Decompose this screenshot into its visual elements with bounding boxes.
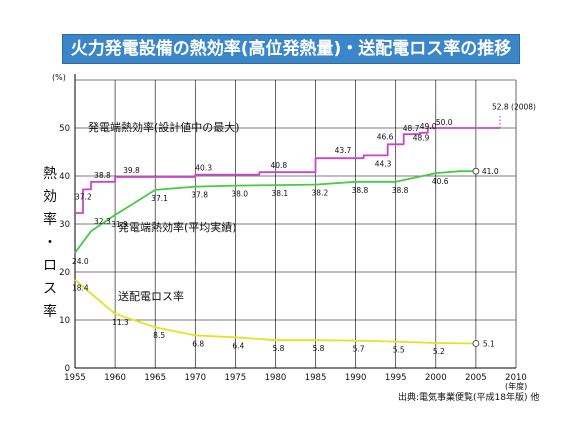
y-tick-label: 20 xyxy=(59,268,70,278)
data-label-design: 39.8 xyxy=(123,166,140,175)
data-label-design: 37.2 xyxy=(75,192,92,201)
y-axis-label-char: 効 xyxy=(43,189,57,205)
y-axis-label-char: ス xyxy=(43,281,57,297)
series-line-design xyxy=(75,127,500,214)
y-axis-label-char: 熱 xyxy=(43,166,57,182)
series-name-actual: 発電端熱効率(平均実績) xyxy=(118,220,237,234)
y-tick-label: 30 xyxy=(59,220,70,230)
data-label-design: 43.7 xyxy=(335,146,352,155)
data-labels: 37.2 32.3 38.8 39.8 40.3 40.8 43.7 44.3 46.6 48.7… xyxy=(72,103,536,356)
data-label-actual: 38.0 xyxy=(231,190,248,199)
series-name-design: 発電端熱効率(設計値中の最大) xyxy=(88,120,240,134)
data-label-actual: 38.1 xyxy=(271,189,288,198)
data-label-actual: 24.0 xyxy=(72,257,89,266)
x-tick-label: 1960 xyxy=(104,373,126,383)
data-label-loss: 6.4 xyxy=(232,341,244,350)
data-label-actual: 38.8 xyxy=(392,186,409,195)
data-label-design: 46.6 xyxy=(377,132,394,141)
series-line-actual xyxy=(74,170,476,254)
series-name-loss: 送配電ロス率 xyxy=(118,289,184,303)
data-label-design: 32.3 xyxy=(94,217,111,226)
end-marker-actual xyxy=(472,167,480,175)
y-axis-label-char: ロ xyxy=(43,258,57,274)
data-label-design: 44.3 xyxy=(375,159,392,168)
y-tick-label: 50 xyxy=(59,124,70,134)
data-label-design: 40.3 xyxy=(195,164,212,173)
x-tick-label: 1980 xyxy=(265,373,287,383)
source-note: 出典:電気事業便覧(平成18年版) 他 xyxy=(398,393,540,403)
data-label-loss: 18.4 xyxy=(72,284,89,293)
end-marker-loss xyxy=(472,340,480,347)
data-label-design: 48.9 xyxy=(413,133,430,142)
data-label-actual: 40.6 xyxy=(432,177,449,186)
y-tick-label: 0 xyxy=(65,364,70,374)
data-label-loss: 11.3 xyxy=(112,318,129,327)
x-tick-label: 1955 xyxy=(64,373,86,383)
data-label-actual: 37.1 xyxy=(151,194,168,203)
axes: 1955 1960 1965 1970 1975 1980 1985 1990 1995 2000… xyxy=(43,73,527,391)
y-unit-label: (%) xyxy=(52,73,66,82)
data-label-loss: 5.5 xyxy=(393,346,405,355)
data-label-design: 40.8 xyxy=(270,161,287,170)
data-label-actual: 37.8 xyxy=(191,191,208,200)
x-tick-label: 1985 xyxy=(305,373,327,383)
data-label-loss: 5.8 xyxy=(313,344,325,353)
x-tick-label: 2005 xyxy=(465,373,487,383)
data-label-loss: 5.7 xyxy=(353,345,365,354)
data-label-loss: 6.8 xyxy=(192,339,204,348)
x-tick-label: 1970 xyxy=(184,373,206,383)
x-tick-label: 1965 xyxy=(144,373,166,383)
x-tick-label: 2010 xyxy=(505,373,527,383)
x-tick-label: 2000 xyxy=(425,373,447,383)
data-label-actual: 38.2 xyxy=(312,189,329,198)
data-label-loss: 8.5 xyxy=(153,331,165,340)
series-line-loss xyxy=(74,279,476,345)
x-axis-label: (年度) xyxy=(505,381,527,391)
grid xyxy=(74,79,517,369)
data-label-loss: 5.1 xyxy=(483,340,495,349)
data-label-design: 52.8 (2008) xyxy=(492,103,536,112)
x-tick-label: 1995 xyxy=(385,373,407,383)
data-label-loss: 5.8 xyxy=(272,344,284,353)
data-label-actual: 31.9 xyxy=(111,220,128,229)
data-label-actual: 38.8 xyxy=(352,186,369,195)
annotations: 発電端熱効率(設計値中の最大) 発電端熱効率(平均実績) 送配電ロス率 xyxy=(88,120,240,303)
x-tick-label: 1975 xyxy=(225,373,247,383)
series xyxy=(74,114,501,347)
chart-title: 火力発電設備の熱効率(高位発熱量)・送配電ロス率の推移 xyxy=(62,34,520,64)
data-label-design: 48.7 xyxy=(403,124,420,133)
y-tick-label: 40 xyxy=(59,172,70,182)
data-label-design: 49.0 xyxy=(420,122,437,131)
data-label-design: 38.8 xyxy=(94,171,111,180)
data-label-loss: 5.2 xyxy=(433,347,445,356)
data-label-design: 50.0 xyxy=(436,118,453,127)
y-axis-label-char: ・ xyxy=(43,235,57,251)
y-tick-label: 10 xyxy=(59,316,70,326)
y-axis-label-char: 率 xyxy=(43,303,57,320)
x-tick-label: 1990 xyxy=(345,373,367,383)
data-label-actual: 41.0 xyxy=(482,167,499,176)
y-axis-label-char: 率 xyxy=(43,211,57,228)
